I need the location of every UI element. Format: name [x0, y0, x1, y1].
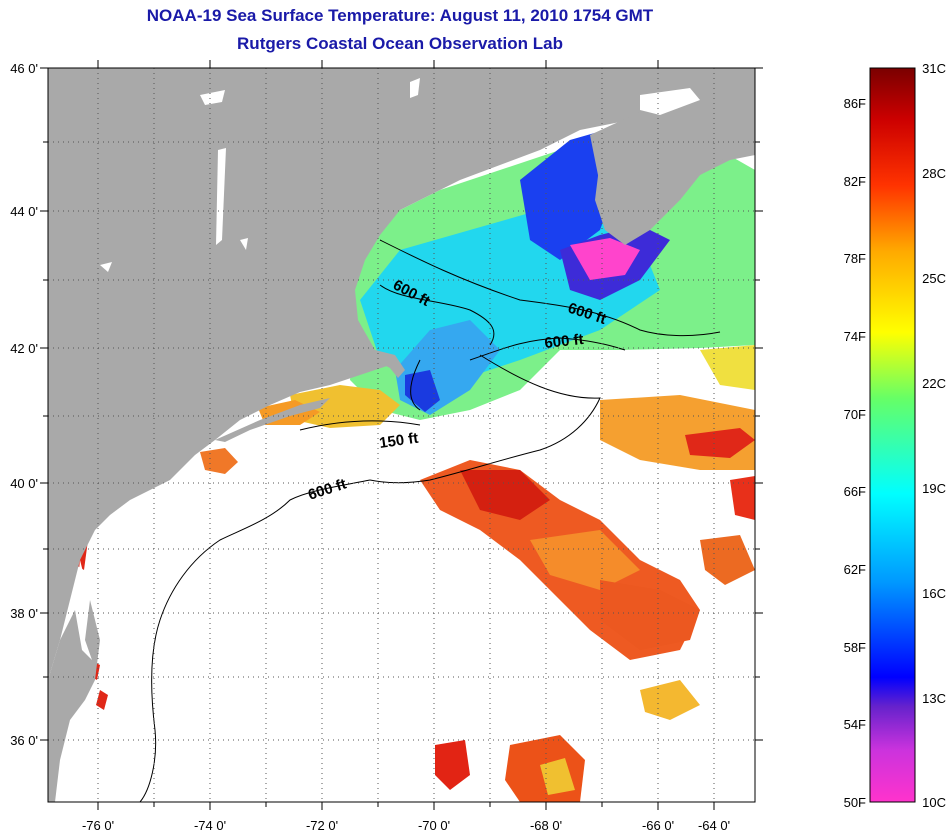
colorbar-celsius-label: 28C: [922, 166, 946, 181]
colorbar-celsius-label: 13C: [922, 691, 946, 706]
colorbar-fahrenheit-label: 58F: [844, 640, 866, 655]
lakes-layer: [100, 78, 700, 272]
contour-label: 150 ft: [378, 430, 419, 452]
lon-label: -66 0': [642, 818, 674, 833]
lon-label: -70 0': [418, 818, 450, 833]
sst-data-layer: [48, 118, 755, 802]
lat-label: 36 0': [10, 733, 38, 748]
lat-label: 40 0': [10, 476, 38, 491]
colorbar-fahrenheit-label: 78F: [844, 251, 866, 266]
lat-label: 42 0': [10, 341, 38, 356]
colorbar-fahrenheit-label: 70F: [844, 407, 866, 422]
colorbar-celsius-label: 25C: [922, 271, 946, 286]
map-frame: [47, 67, 756, 803]
axis-ticks: [40, 60, 763, 810]
colorbar-fahrenheit-label: 86F: [844, 96, 866, 111]
map-title: NOAA-19 Sea Surface Temperature: August …: [146, 6, 654, 25]
contour-label: 600 ft: [544, 331, 585, 352]
colorbar-fahrenheit-label: 82F: [844, 174, 866, 189]
colorbar-fahrenheit-label: 66F: [844, 484, 866, 499]
colorbar-fahrenheit-label: 50F: [844, 795, 866, 810]
colorbar-celsius-label: 19C: [922, 481, 946, 496]
lon-label: -74 0': [194, 818, 226, 833]
lat-label: 46 0': [10, 61, 38, 76]
land-layer: [48, 68, 755, 802]
colorbar-celsius-label: 31C: [922, 61, 946, 76]
lat-label: 44 0': [10, 204, 38, 219]
colorbar-celsius-label: 22C: [922, 376, 946, 391]
colorbar-fahrenheit-label: 62F: [844, 562, 866, 577]
map-subtitle: Rutgers Coastal Ocean Observation Lab: [237, 34, 563, 53]
lat-label: 38 0': [10, 606, 38, 621]
colorbar-celsius-label: 16C: [922, 586, 946, 601]
lon-label: -72 0': [306, 818, 338, 833]
lon-label: -76 0': [82, 818, 114, 833]
colorbar-fahrenheit-label: 74F: [844, 329, 866, 344]
colorbar: [869, 67, 916, 803]
lon-label: -68 0': [530, 818, 562, 833]
bathymetry-contours: [139, 239, 721, 802]
lon-label: -64 0': [698, 818, 730, 833]
colorbar-celsius-label: 10C: [922, 795, 946, 810]
colorbar-fahrenheit-label: 54F: [844, 717, 866, 732]
